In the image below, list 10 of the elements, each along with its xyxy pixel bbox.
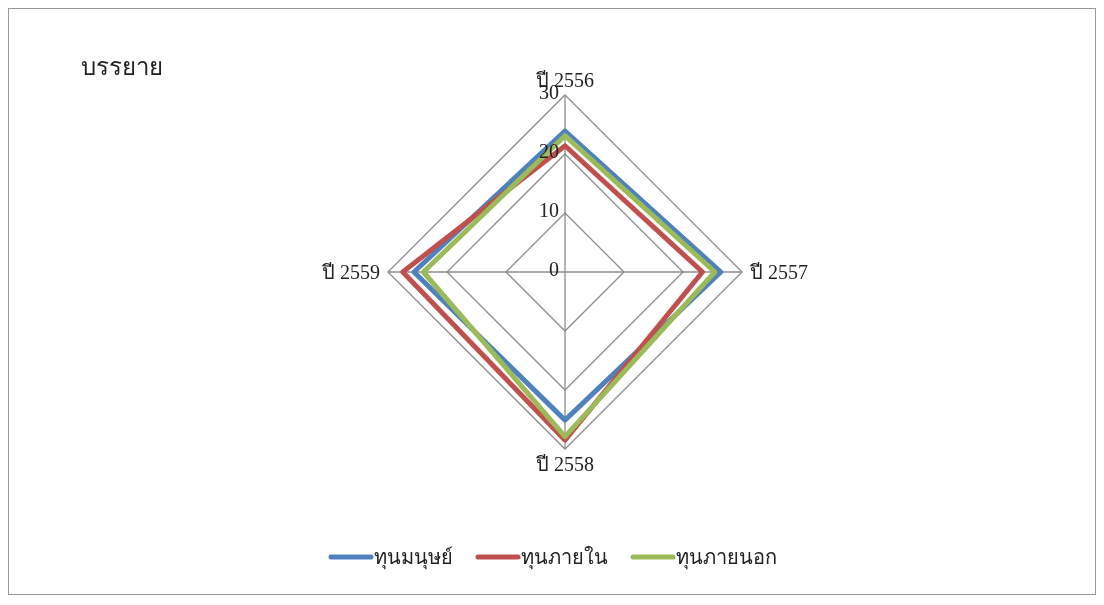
spoke-label: ปี 2559 <box>322 261 380 284</box>
legend-label: ทุนมนุษย์ <box>373 545 453 572</box>
spoke-label: ปี 2558 <box>536 453 594 476</box>
y-tick-label: 0 <box>549 258 559 280</box>
spoke-label: ปี 2557 <box>750 261 808 284</box>
legend-label: ทุนภายนอก <box>675 545 777 572</box>
y-tick-label: 20 <box>539 140 559 162</box>
text: บรรยาย <box>81 53 163 82</box>
y-tick-label: 10 <box>539 199 559 221</box>
legend-label: ทุนภายใน <box>520 545 608 572</box>
